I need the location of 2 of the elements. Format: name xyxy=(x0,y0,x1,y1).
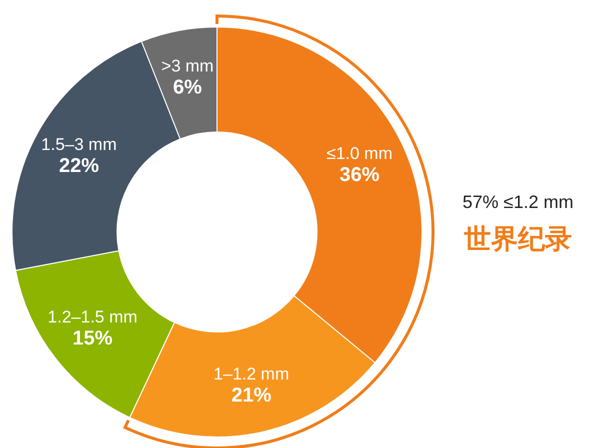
annotation: 世界纪录 xyxy=(464,224,572,254)
annotation: 57% ≤1.2 mm xyxy=(462,192,574,212)
